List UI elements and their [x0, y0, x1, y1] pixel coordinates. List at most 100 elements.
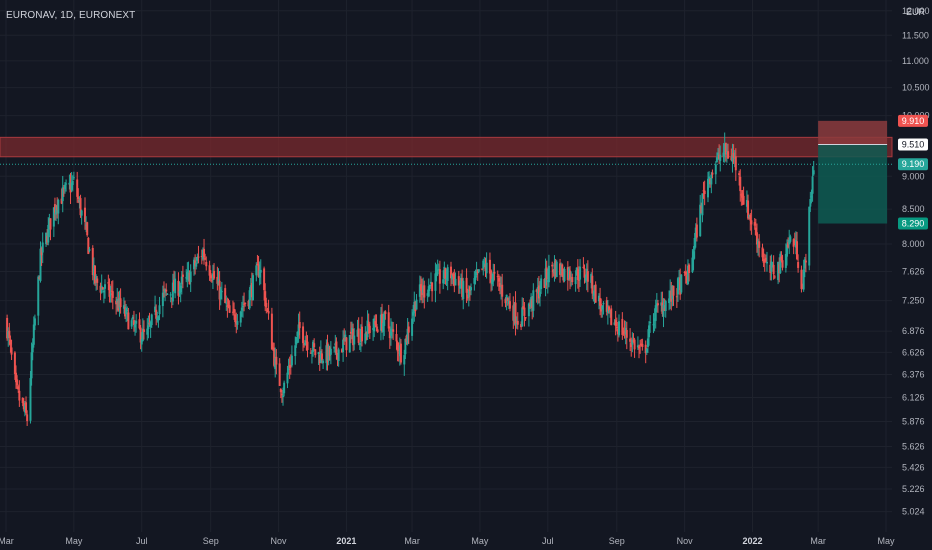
y-tick-label: 11.000 — [902, 56, 929, 66]
candle-body — [396, 342, 399, 352]
candle-body — [77, 196, 80, 199]
candle-body — [189, 271, 192, 283]
candle-body — [7, 331, 10, 339]
candle-body — [60, 198, 63, 204]
candle-body — [45, 232, 48, 245]
entry-price-label: 9.510 — [902, 140, 925, 150]
candle-body — [125, 307, 128, 315]
zones — [0, 120, 893, 224]
target-zone[interactable] — [818, 144, 888, 224]
candle-body — [39, 248, 42, 281]
candle-body — [164, 289, 167, 293]
candle-body — [174, 278, 177, 294]
candle-body — [454, 278, 457, 286]
candle-body — [171, 282, 174, 302]
currency-label[interactable]: EUR — [906, 7, 926, 17]
candle-body — [770, 261, 773, 272]
y-tick-label: 8.500 — [902, 204, 925, 214]
candle-body — [507, 300, 510, 305]
candle-body — [575, 267, 578, 276]
candle-body — [278, 363, 281, 386]
candle-body — [421, 289, 424, 296]
candle-body — [247, 300, 250, 307]
x-tick-label: May — [471, 536, 489, 546]
candle-body — [537, 285, 540, 299]
candle-body — [757, 240, 760, 248]
time-axis[interactable]: Mar May Jul Sep Nov 2021 Mar May Jul Sep Nov 2022 Ma… — [0, 536, 895, 546]
candle-body — [181, 274, 184, 277]
candle-body — [348, 335, 351, 353]
candle-body — [451, 274, 454, 280]
candle-body — [694, 227, 697, 239]
candle-body — [732, 152, 735, 158]
candle-body — [289, 364, 292, 367]
price-axis[interactable]: 12.00011.50011.00010.50010.0009.0008.500… — [902, 6, 930, 517]
y-tick-label: 8.000 — [902, 239, 925, 249]
candle-body — [649, 321, 652, 323]
candle-body — [750, 220, 753, 225]
candle-body — [368, 325, 371, 334]
candle-body — [333, 346, 336, 349]
candle-body — [220, 291, 223, 293]
candle-body — [554, 261, 557, 277]
candle-body — [488, 259, 491, 274]
candle-body — [322, 360, 325, 364]
candle-body — [654, 305, 657, 321]
candle-body — [792, 239, 795, 247]
stop-zone[interactable] — [818, 120, 888, 145]
candle-body — [491, 278, 494, 285]
candle-body — [614, 320, 617, 326]
candle-body — [111, 291, 114, 298]
y-tick-label: 12.000 — [902, 6, 930, 16]
candle-body — [210, 280, 213, 282]
candle-body — [375, 323, 378, 328]
candle-body — [138, 319, 141, 329]
candle-body — [802, 269, 805, 290]
candle-body — [80, 210, 83, 216]
candle-body — [295, 337, 298, 345]
candle-body — [23, 405, 26, 413]
current-price-label: 9.190 — [902, 159, 925, 169]
candle-body — [88, 249, 91, 251]
candle-body — [473, 278, 476, 284]
candle-body — [532, 290, 535, 311]
candle-body — [496, 276, 499, 278]
candle-body — [445, 278, 448, 280]
y-tick-label: 6.126 — [902, 393, 925, 403]
candle-body — [490, 270, 493, 283]
candle-body — [811, 176, 814, 194]
candle-body — [37, 276, 40, 316]
candle-body — [40, 248, 43, 256]
candle-body — [267, 311, 270, 314]
candle-body — [216, 276, 219, 284]
candle-body — [477, 269, 480, 272]
candle-body — [788, 239, 791, 245]
candle-body — [196, 256, 199, 261]
candle-body — [497, 278, 500, 282]
candle-body — [442, 279, 445, 284]
candle-body — [452, 273, 455, 277]
candle-body — [236, 321, 239, 325]
candle-body — [540, 278, 543, 290]
y-tick-label: 7.250 — [902, 296, 925, 306]
candle-body — [376, 329, 379, 333]
candle-body — [6, 317, 9, 339]
symbol-title[interactable]: EURONAV, 1D, EURONEXT — [6, 10, 136, 21]
candle-body — [431, 282, 434, 292]
candle-body — [745, 199, 748, 207]
candle-body — [158, 305, 161, 315]
candle-body — [259, 269, 262, 273]
x-tick-label: Nov — [677, 536, 694, 546]
candle-body — [710, 174, 713, 185]
candle-body — [286, 372, 289, 384]
candle-body — [273, 347, 276, 366]
candle-body — [516, 320, 519, 325]
candle-body — [514, 302, 517, 324]
candle-body — [462, 280, 465, 299]
candle-body — [365, 332, 368, 334]
candle-body — [99, 285, 102, 293]
candle-body — [574, 277, 577, 285]
candle-body — [672, 285, 675, 296]
